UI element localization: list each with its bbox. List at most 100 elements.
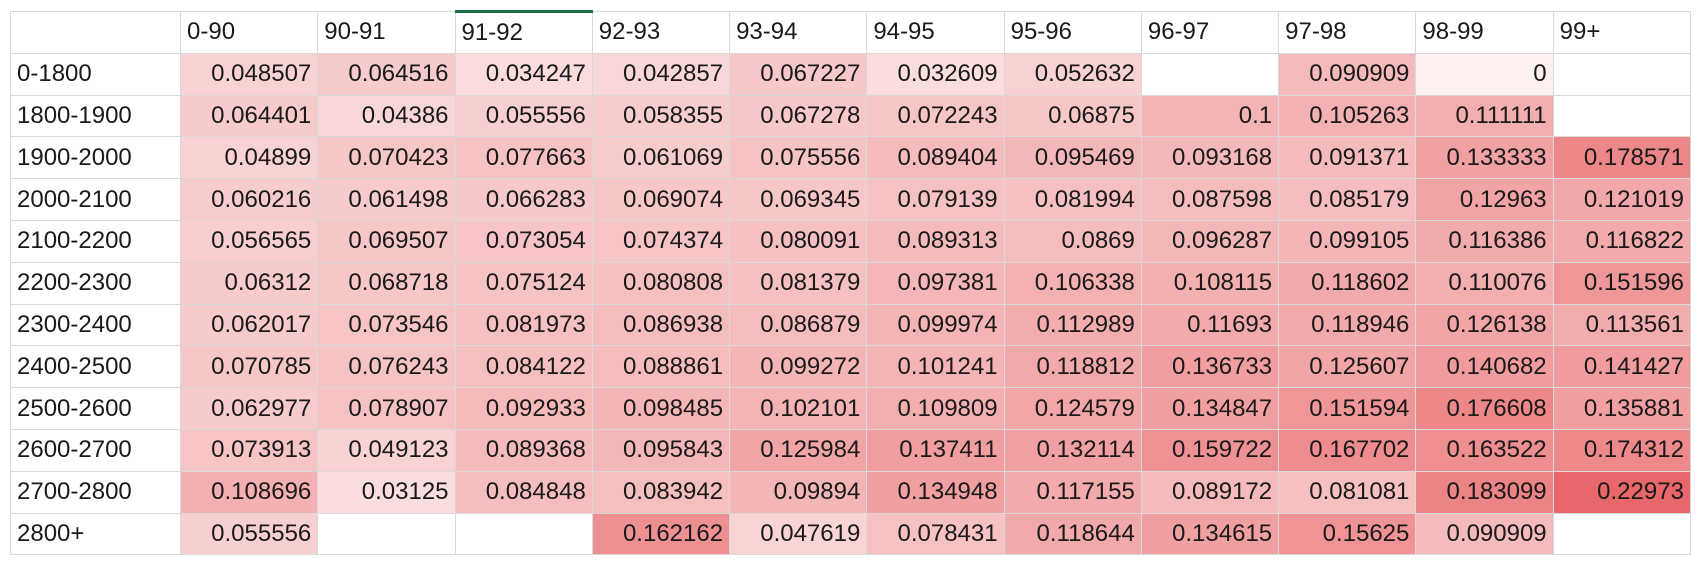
table-cell[interactable]: 0.074374 bbox=[591, 219, 731, 263]
table-cell[interactable]: 0.081081 bbox=[1278, 470, 1417, 514]
table-cell[interactable]: 0.055556 bbox=[179, 512, 319, 556]
table-cell[interactable]: 0.105263 bbox=[1278, 94, 1417, 138]
table-cell[interactable]: 0.092933 bbox=[454, 387, 593, 430]
table-cell[interactable]: 0.089368 bbox=[454, 428, 593, 472]
table-cell[interactable]: 0.176608 bbox=[1415, 387, 1554, 430]
table-cell[interactable]: 0.134847 bbox=[1140, 387, 1280, 430]
table-cell[interactable]: 0.032609 bbox=[866, 52, 1005, 96]
table-cell[interactable]: 0.069074 bbox=[591, 178, 731, 221]
table-cell[interactable]: 0.140682 bbox=[1415, 345, 1554, 389]
column-header[interactable]: 0-90 bbox=[179, 11, 319, 54]
table-cell[interactable]: 0.124579 bbox=[1003, 387, 1142, 430]
table-cell[interactable]: 0.099105 bbox=[1278, 219, 1417, 263]
row-header[interactable]: 2500-2600 bbox=[10, 387, 181, 430]
column-header[interactable]: 96-97 bbox=[1140, 11, 1280, 54]
table-cell[interactable]: 0.126138 bbox=[1415, 303, 1554, 347]
table-cell[interactable]: 0.087598 bbox=[1140, 178, 1280, 221]
row-header[interactable]: 2600-2700 bbox=[10, 428, 181, 472]
table-cell[interactable]: 0.118812 bbox=[1003, 345, 1142, 389]
table-cell[interactable]: 0.112989 bbox=[1003, 303, 1142, 347]
table-cell[interactable]: 0.099272 bbox=[729, 345, 868, 389]
table-cell[interactable]: 0.106338 bbox=[1003, 261, 1142, 305]
row-header[interactable]: 2800+ bbox=[10, 512, 181, 556]
table-cell[interactable]: 0.091371 bbox=[1278, 136, 1417, 180]
table-cell[interactable]: 0.159722 bbox=[1140, 428, 1280, 472]
table-cell[interactable]: 0.15625 bbox=[1278, 512, 1417, 556]
table-cell[interactable]: 0.055556 bbox=[454, 94, 593, 138]
table-cell[interactable]: 0.052632 bbox=[1003, 52, 1142, 96]
table-cell[interactable]: 0.049123 bbox=[317, 428, 456, 472]
table-cell[interactable]: 0.067227 bbox=[729, 52, 868, 96]
row-header[interactable]: 2700-2800 bbox=[10, 470, 181, 514]
row-header[interactable]: 1900-2000 bbox=[10, 136, 181, 180]
row-header[interactable]: 0-1800 bbox=[10, 52, 181, 96]
table-cell[interactable]: 0.151596 bbox=[1552, 261, 1691, 305]
table-cell[interactable]: 0.133333 bbox=[1415, 136, 1554, 180]
table-cell[interactable]: 0.069345 bbox=[729, 178, 868, 221]
table-cell[interactable]: 0.141427 bbox=[1552, 345, 1691, 389]
table-cell[interactable]: 0.090909 bbox=[1415, 512, 1554, 556]
table-cell[interactable]: 0.151594 bbox=[1278, 387, 1417, 430]
table-cell[interactable]: 0.06875 bbox=[1003, 94, 1142, 138]
table-cell[interactable]: 0.056565 bbox=[179, 219, 319, 263]
table-cell[interactable]: 0.167702 bbox=[1278, 428, 1417, 472]
table-cell[interactable]: 0.108115 bbox=[1140, 261, 1280, 305]
table-cell[interactable]: 0.078907 bbox=[317, 387, 456, 430]
table-cell[interactable]: 0.070785 bbox=[179, 345, 319, 389]
table-cell[interactable]: 0.125984 bbox=[729, 428, 868, 472]
table-cell[interactable]: 0.081379 bbox=[729, 261, 868, 305]
table-cell[interactable]: 0.061498 bbox=[317, 178, 456, 221]
table-cell[interactable]: 0.047619 bbox=[729, 512, 868, 556]
table-cell[interactable]: 0.086938 bbox=[591, 303, 731, 347]
table-cell[interactable]: 0.125607 bbox=[1278, 345, 1417, 389]
table-cell[interactable]: 0.090909 bbox=[1278, 52, 1417, 96]
row-header[interactable]: 2200-2300 bbox=[10, 261, 181, 305]
table-cell[interactable]: 0.117155 bbox=[1003, 470, 1142, 514]
table-cell[interactable]: 0.135881 bbox=[1552, 387, 1691, 430]
table-cell[interactable]: 0.06312 bbox=[179, 261, 319, 305]
column-header[interactable]: 97-98 bbox=[1278, 11, 1417, 54]
table-cell[interactable]: 0.089313 bbox=[866, 219, 1005, 263]
table-cell[interactable]: 0.058355 bbox=[591, 94, 731, 138]
table-cell[interactable] bbox=[1140, 52, 1280, 96]
table-cell[interactable]: 0.121019 bbox=[1552, 178, 1691, 221]
table-cell[interactable]: 0.163522 bbox=[1415, 428, 1554, 472]
table-cell[interactable]: 0.086879 bbox=[729, 303, 868, 347]
table-cell[interactable]: 0.079139 bbox=[866, 178, 1005, 221]
table-cell[interactable]: 0.134948 bbox=[866, 470, 1005, 514]
row-header[interactable]: 2300-2400 bbox=[10, 303, 181, 347]
column-header[interactable]: 90-91 bbox=[317, 11, 456, 54]
table-cell[interactable]: 0.042857 bbox=[591, 52, 731, 96]
row-header[interactable]: 2400-2500 bbox=[10, 345, 181, 389]
table-cell[interactable]: 0.064516 bbox=[317, 52, 456, 96]
column-header[interactable]: 94-95 bbox=[866, 11, 1005, 54]
table-cell[interactable]: 0.162162 bbox=[591, 512, 731, 556]
table-cell[interactable]: 0.109809 bbox=[866, 387, 1005, 430]
column-header[interactable]: 92-93 bbox=[591, 11, 731, 54]
table-cell[interactable]: 0.110076 bbox=[1415, 261, 1554, 305]
column-header[interactable]: 99+ bbox=[1552, 11, 1691, 54]
table-cell[interactable]: 0.04386 bbox=[317, 94, 456, 138]
table-cell[interactable]: 0.080808 bbox=[591, 261, 731, 305]
table-cell[interactable]: 0.178571 bbox=[1552, 136, 1691, 180]
table-cell[interactable]: 0.101241 bbox=[866, 345, 1005, 389]
table-cell[interactable]: 0.078431 bbox=[866, 512, 1005, 556]
table-cell[interactable]: 0.097381 bbox=[866, 261, 1005, 305]
table-cell[interactable]: 0.11693 bbox=[1140, 303, 1280, 347]
table-cell[interactable]: 0.099974 bbox=[866, 303, 1005, 347]
table-cell[interactable]: 0.134615 bbox=[1140, 512, 1280, 556]
table-cell[interactable]: 0.113561 bbox=[1552, 303, 1691, 347]
table-cell[interactable]: 0.118644 bbox=[1003, 512, 1142, 556]
table-cell[interactable]: 0.111111 bbox=[1415, 94, 1554, 138]
table-cell[interactable]: 0.1 bbox=[1140, 94, 1280, 138]
table-cell[interactable]: 0.096287 bbox=[1140, 219, 1280, 263]
table-cell[interactable]: 0.084848 bbox=[454, 470, 593, 514]
table-cell[interactable]: 0.093168 bbox=[1140, 136, 1280, 180]
table-cell[interactable]: 0.073054 bbox=[454, 219, 593, 263]
table-cell[interactable] bbox=[454, 512, 593, 556]
table-cell[interactable] bbox=[1552, 94, 1691, 138]
table-cell[interactable]: 0.108696 bbox=[179, 470, 319, 514]
table-cell[interactable]: 0.048507 bbox=[179, 52, 319, 96]
table-cell[interactable]: 0.073546 bbox=[317, 303, 456, 347]
table-cell[interactable]: 0.137411 bbox=[866, 428, 1005, 472]
